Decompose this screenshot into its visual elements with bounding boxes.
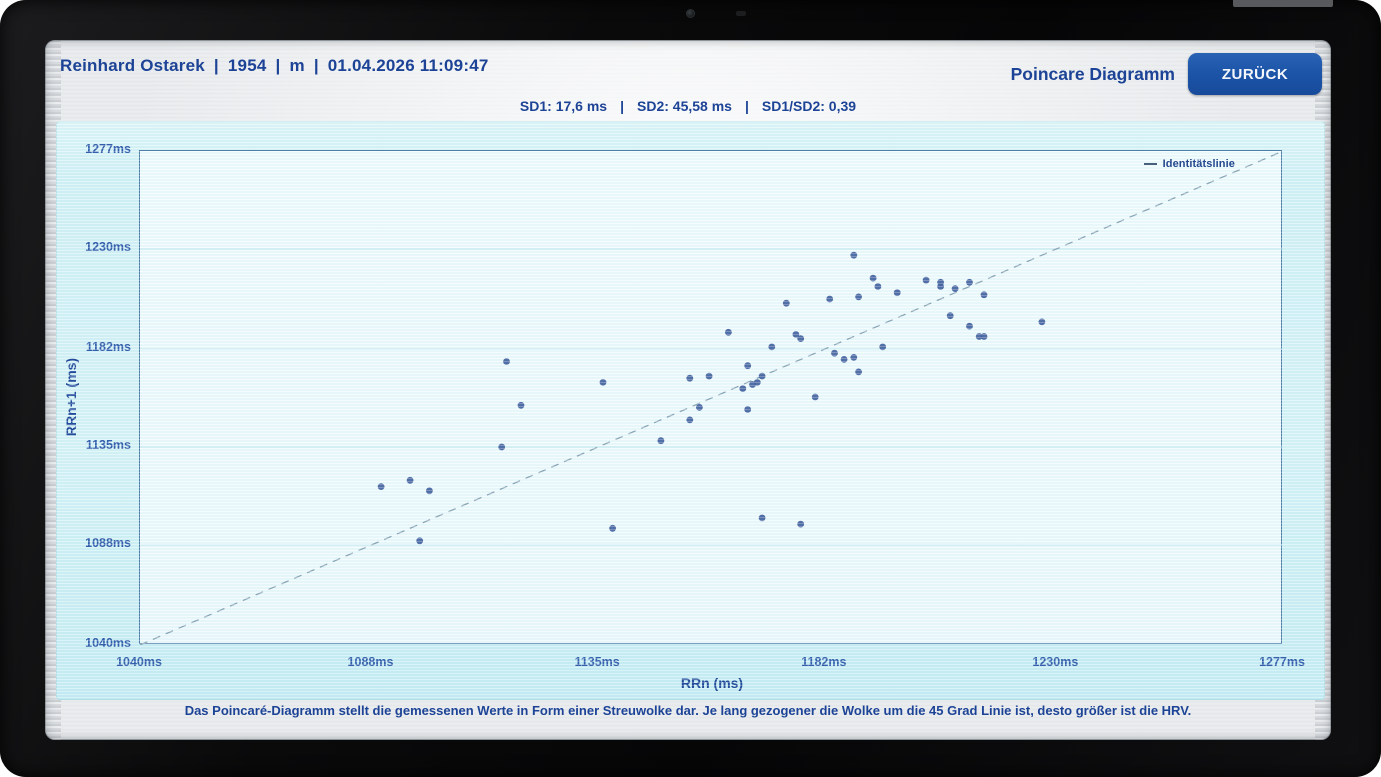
data-point: [758, 514, 766, 522]
separator: |: [744, 98, 749, 114]
identity-line-icon: [1143, 163, 1157, 165]
camera-icon: [686, 9, 695, 18]
app-screen: Reinhard Ostarek | 1954 | m | 01.04.2026 11:09…: [45, 40, 1331, 740]
y-tick-label: 1040ms: [85, 636, 131, 650]
data-point: [758, 372, 766, 380]
sd-stats-line: SD1: 17,6 ms | SD2: 45,58 ms | SD1/SD2: 0,39: [45, 98, 1331, 114]
data-point: [686, 416, 694, 424]
data-point: [744, 362, 752, 370]
data-point: [937, 283, 944, 290]
x-axis-title: RRn (ms): [680, 675, 744, 691]
data-point: [1038, 318, 1046, 326]
x-tick-label: 1135ms: [574, 655, 620, 669]
y-tick-label: 1088ms: [85, 535, 131, 550]
x-tick-label: 1040ms: [116, 655, 162, 669]
data-point: [782, 299, 790, 307]
data-point: [879, 343, 887, 351]
data-point: [792, 331, 800, 338]
data-point: [975, 333, 983, 340]
separator: |: [313, 56, 319, 75]
scatter-plot-area: Identitätslinie: [139, 150, 1283, 645]
data-point: [874, 283, 882, 290]
y-tick-label: 1182ms: [85, 340, 131, 355]
data-point: [840, 356, 848, 363]
data-point: [855, 293, 862, 301]
x-tick-label: 1230ms: [1032, 655, 1079, 669]
legend: Identitätslinie: [1143, 158, 1235, 170]
x-tick-label: 1182ms: [801, 655, 847, 669]
back-button[interactable]: ZURÜCK: [1188, 53, 1322, 95]
data-point: [705, 372, 713, 380]
y-tick-label: 1230ms: [85, 239, 131, 254]
data-point: [869, 274, 877, 282]
separator: |: [275, 56, 281, 75]
patient-info: Reinhard Ostarek | 1954 | m | 01.04.2026 11:09…: [60, 56, 489, 76]
x-tick-label: 1088ms: [347, 655, 394, 669]
data-point: [831, 349, 838, 357]
data-point: [503, 358, 510, 365]
page-title: Poincare Diagramm: [1010, 64, 1175, 84]
data-point: [498, 443, 506, 451]
data-point: [922, 276, 930, 284]
data-point: [696, 404, 703, 411]
data-point: [946, 312, 954, 320]
data-point: [416, 537, 424, 545]
data-point: [599, 379, 607, 386]
data-point: [797, 335, 805, 342]
y-axis-title: RRn+1 (ms): [63, 357, 79, 437]
identity-line: [140, 151, 1283, 645]
x-tick-label: 1277ms: [1259, 655, 1305, 669]
legend-label: Identitätslinie: [1162, 158, 1235, 170]
poincare-chart-panel: RRn+1 (ms) 1040ms 1088ms 1135ms 1182ms 1230m…: [56, 121, 1325, 700]
data-point: [966, 322, 973, 330]
data-point: [753, 379, 761, 386]
data-point: [850, 354, 858, 361]
data-point: [725, 328, 732, 336]
data-point: [739, 385, 747, 392]
text-segment: SD1: 17,6 ms: [519, 98, 608, 114]
data-point: [797, 520, 805, 528]
data-point: [657, 437, 665, 445]
data-point: [980, 333, 988, 340]
separator: |: [620, 98, 625, 114]
data-point: [966, 278, 973, 286]
data-point: [426, 487, 433, 495]
text-segment: m: [289, 56, 305, 75]
y-tick-label: 1135ms: [85, 437, 131, 452]
data-point: [609, 524, 616, 532]
data-point: [893, 289, 901, 297]
data-point: [980, 291, 988, 299]
text-segment: SD1/SD2: 0,39: [761, 98, 857, 114]
data-point: [826, 295, 834, 303]
separator: |: [213, 56, 219, 75]
text-segment: SD2: 45,58 ms: [637, 98, 732, 114]
data-point: [686, 374, 694, 382]
text-segment: 01.04.2026 11:09:47: [327, 56, 489, 75]
data-point: [850, 251, 858, 259]
text-segment: Reinhard Ostarek: [60, 56, 205, 75]
data-point: [406, 476, 414, 484]
data-point: [377, 483, 385, 490]
scatter-svg: [140, 151, 1283, 645]
footer-note: Das Poincaré-Diagramm stellt die gemesse…: [184, 703, 1192, 718]
bezel-edge-tab: [1233, 0, 1333, 7]
data-point: [517, 401, 525, 409]
data-point: [811, 393, 819, 401]
data-point: [768, 343, 776, 351]
data-point: [951, 285, 959, 292]
data-point: [744, 406, 752, 413]
y-tick-label: 1277ms: [85, 142, 131, 156]
sensor-icon: [736, 11, 746, 16]
data-point: [855, 368, 862, 376]
text-segment: 1954: [227, 56, 267, 75]
